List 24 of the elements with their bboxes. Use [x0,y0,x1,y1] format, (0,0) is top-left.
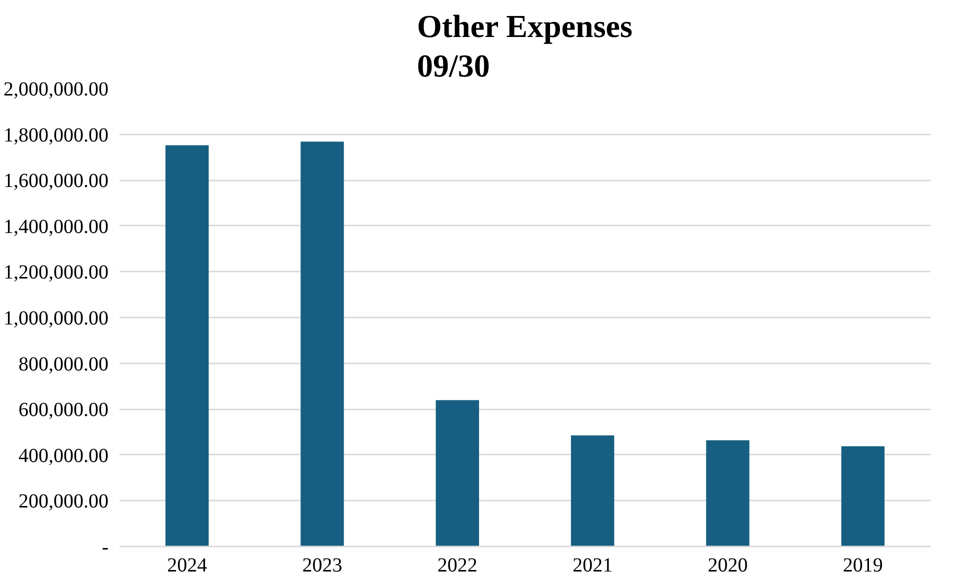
x-tick-label: 2021 [572,554,613,576]
x-tick-label: 2024 [167,554,208,576]
bar [436,400,480,546]
bar [570,435,614,546]
x-tick-label: 2022 [437,554,478,576]
y-tick-label: 400,000.00 [18,444,108,467]
bar [300,142,344,546]
chart-title: Other Expenses 09/30 [417,8,632,84]
y-tick-label: 1,800,000.00 [4,124,108,146]
y-tick-label: 800,000.00 [18,353,108,376]
bar [841,446,885,546]
x-tick-label: 2023 [302,554,342,576]
y-tick-label: 1,200,000.00 [4,262,108,284]
y-tick-label: 1,400,000.00 [4,216,108,238]
y-tick-label: 200,000.00 [18,490,108,513]
bar [165,145,209,546]
x-tick-label: 2020 [708,554,748,576]
bar [706,440,750,546]
y-tick-label: 1,600,000.00 [4,170,108,192]
y-tick-label: - [102,536,109,558]
x-tick-label: 2019 [842,554,883,576]
y-tick-label: 600,000.00 [18,399,108,422]
y-tick-label: 1,000,000.00 [4,308,108,330]
y-tick-label: 2,000,000.00 [4,78,108,100]
